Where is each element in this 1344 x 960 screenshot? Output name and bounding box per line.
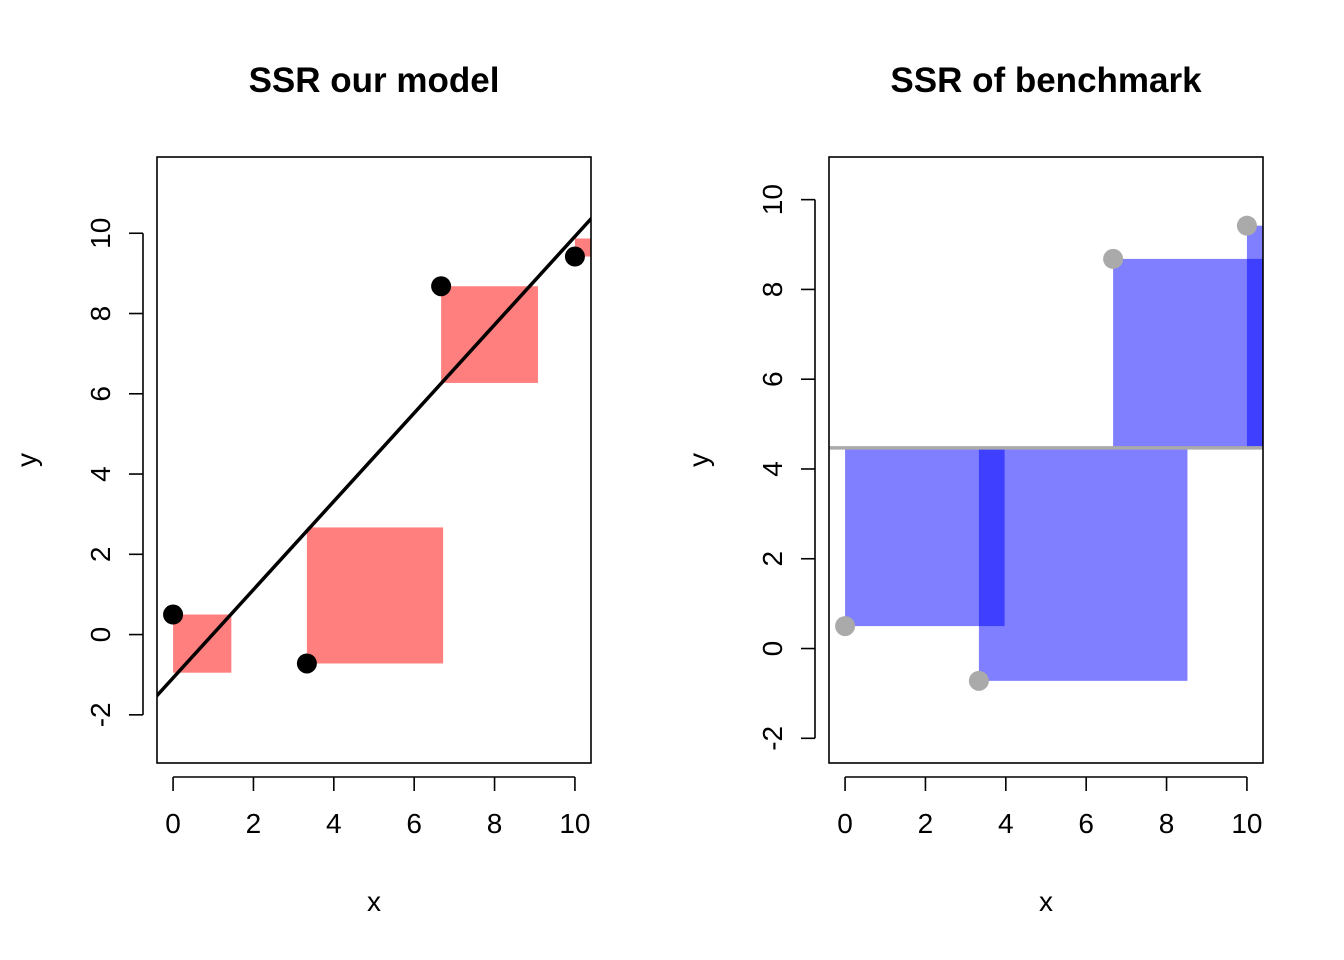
residual-square xyxy=(1113,258,1263,448)
chart-title: SSR our model xyxy=(249,61,500,100)
residual-square xyxy=(845,447,1005,627)
residual-square xyxy=(978,447,1188,681)
x-axis-label: x xyxy=(1039,886,1053,917)
data-point xyxy=(835,616,856,637)
data-point xyxy=(564,246,585,267)
plot-area xyxy=(829,225,1263,681)
x-axis: 0 2 4 6 8 10 xyxy=(837,776,1263,839)
plot-area xyxy=(157,216,591,699)
data-point xyxy=(968,670,989,691)
x-tick-label: 4 xyxy=(326,808,342,839)
y-tick-label: 4 xyxy=(85,466,116,482)
chart-title: SSR of benchmark xyxy=(890,61,1202,100)
y-tick-label: 10 xyxy=(85,218,116,249)
x-tick-label: 6 xyxy=(1078,808,1094,839)
data-point xyxy=(1236,215,1257,236)
x-tick-label: 0 xyxy=(165,808,181,839)
data-point xyxy=(431,276,452,297)
x-axis-label: x xyxy=(367,886,381,917)
plot-frame xyxy=(156,156,592,764)
data-point xyxy=(163,604,184,625)
y-tick-label: 2 xyxy=(85,547,116,563)
x-tick-label: 2 xyxy=(918,808,934,839)
y-axis-label: y xyxy=(683,453,714,467)
y-tick-label: 6 xyxy=(85,386,116,402)
data-point xyxy=(296,653,317,674)
residual-square xyxy=(1246,225,1263,448)
y-tick-label: 8 xyxy=(85,306,116,322)
panel-1: 0 2 4 6 8 10 -2 0 2 4 6 8 10 SSR our model x y xyxy=(11,61,592,917)
x-tick-label: 10 xyxy=(1231,808,1262,839)
x-tick-label: 10 xyxy=(559,808,590,839)
x-tick-label: 6 xyxy=(406,808,422,839)
data-point xyxy=(1103,248,1124,269)
x-tick-label: 8 xyxy=(487,808,503,839)
y-axis: -2 0 2 4 6 8 10 xyxy=(85,218,144,727)
x-tick-label: 0 xyxy=(837,808,853,839)
x-tick-label: 2 xyxy=(246,808,262,839)
y-tick-label: 2 xyxy=(757,551,788,567)
x-axis: 0 2 4 6 8 10 xyxy=(165,776,591,839)
y-tick-label: 4 xyxy=(757,461,788,477)
regression-line xyxy=(157,216,591,699)
x-tick-label: 8 xyxy=(1159,808,1175,839)
plot-frame xyxy=(828,156,1264,764)
y-axis: -2 0 2 4 6 8 10 xyxy=(757,184,816,751)
y-tick-label: -2 xyxy=(85,702,116,727)
x-tick-label: 4 xyxy=(998,808,1014,839)
y-tick-label: 6 xyxy=(757,371,788,387)
y-tick-label: 0 xyxy=(757,641,788,657)
y-tick-label: 0 xyxy=(85,627,116,643)
y-tick-label: 10 xyxy=(757,184,788,215)
y-tick-label: -2 xyxy=(757,726,788,751)
y-tick-label: 8 xyxy=(757,282,788,298)
y-axis-label: y xyxy=(11,453,42,467)
residual-square xyxy=(306,527,444,664)
panel-2: 0 2 4 6 8 10 -2 0 2 4 6 8 10 SSR of benchmark x y xyxy=(683,61,1264,917)
